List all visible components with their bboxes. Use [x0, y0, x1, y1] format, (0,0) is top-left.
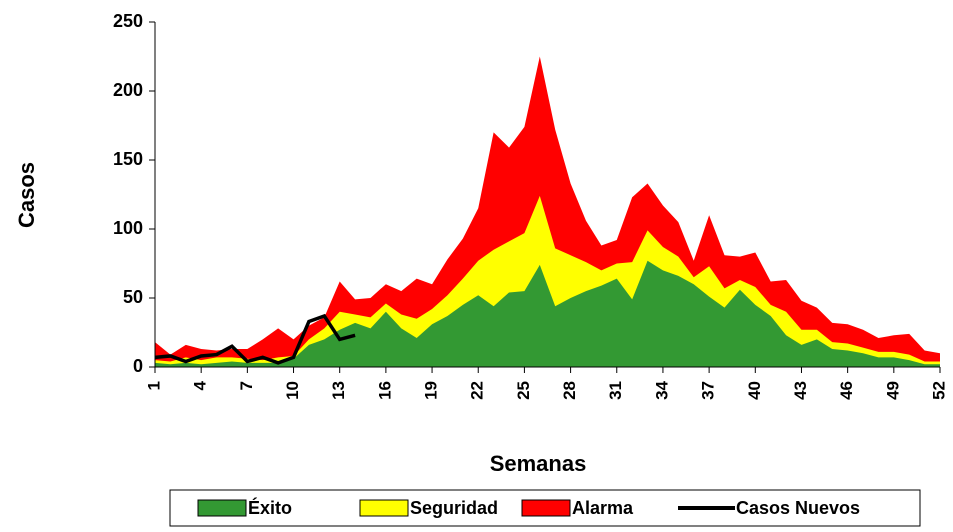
legend-swatch [197, 499, 247, 517]
y-tick-label: 250 [113, 11, 143, 31]
y-axis-label: Casos [14, 162, 39, 228]
legend-label: Casos Nuevos [736, 498, 860, 518]
legend-label: Alarma [572, 498, 634, 518]
x-tick-label: 40 [745, 381, 764, 400]
legend-label: Seguridad [410, 498, 498, 518]
legend-swatch [521, 499, 571, 517]
x-tick-label: 49 [883, 381, 902, 400]
y-tick-label: 50 [123, 287, 143, 307]
x-tick-label: 13 [329, 381, 348, 400]
x-tick-label: 37 [699, 381, 718, 400]
x-tick-label: 4 [191, 380, 210, 390]
x-tick-label: 46 [837, 381, 856, 400]
x-tick-label: 16 [375, 381, 394, 400]
line [154, 313, 356, 365]
x-tick-label: 34 [652, 380, 671, 399]
x-tick-label: 43 [791, 381, 810, 400]
y-tick-label: 150 [113, 149, 143, 169]
x-axis-label: Semanas [490, 451, 587, 476]
x-tick-label: 10 [283, 381, 302, 400]
x-tick-label: 52 [929, 381, 948, 400]
x-tick-label: 1 [144, 381, 163, 390]
x-tick-label: 19 [422, 381, 441, 400]
x-tick-label: 22 [468, 381, 487, 400]
legend-label: Éxito [248, 497, 292, 518]
legend-swatch [359, 499, 409, 517]
area [155, 260, 940, 367]
y-tick-label: 0 [133, 356, 143, 376]
x-tick-label: 28 [560, 381, 579, 400]
x-tick-label: 7 [237, 381, 256, 390]
x-tick-label: 25 [514, 381, 533, 400]
y-tick-label: 100 [113, 218, 143, 238]
y-tick-label: 200 [113, 80, 143, 100]
x-tick-label: 31 [606, 381, 625, 400]
